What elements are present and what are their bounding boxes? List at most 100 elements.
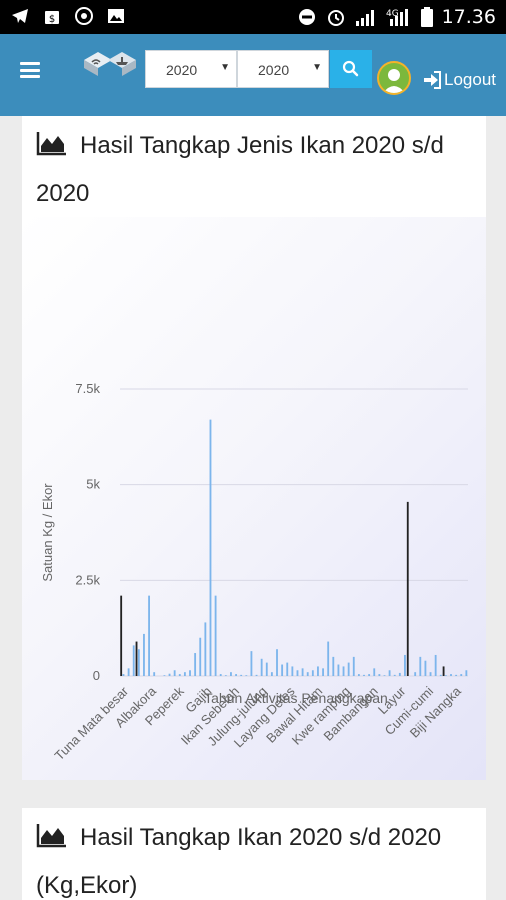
area-chart-icon [36,132,66,156]
network-4g-icon: 4G [386,9,408,26]
kg-bar [194,653,197,676]
kg-bar [281,664,284,676]
kg-bar [337,664,340,676]
kg-bar [250,651,253,676]
search-icon [342,60,359,77]
kg-bar [352,656,355,676]
kg-bar [357,674,360,676]
kg-bar [450,674,452,676]
kg-bar [286,662,289,676]
chevron-down-icon: ▼ [312,62,322,73]
kg-bar [214,595,217,676]
kg-bar [419,656,422,676]
user-icon [383,69,405,93]
alarm-icon [327,10,344,26]
kg-bar [127,668,130,676]
kg-bar [296,670,299,676]
card-title-text: Hasil Tangkap Ikan 2020 s/d 2020 (Kg,Eko… [36,824,442,899]
year-to-value: 2020 [258,62,290,78]
kg-bar [132,645,135,676]
chevron-down-icon: ▼ [220,62,230,73]
logout-label: Logout [444,70,496,89]
kg-bar [332,656,335,676]
kg-bar [393,674,396,676]
kg-bar [306,672,309,676]
logout-icon [424,71,441,89]
card-title: Hasil Tangkap Jenis Ikan 2020 s/d 2020 [36,122,476,218]
kg-bar [209,419,212,676]
kg-bar [199,637,202,676]
summary-card: Hasil Tangkap Ikan 2020 s/d 2020 (Kg,Eko… [22,808,486,900]
kg-bar [219,674,222,676]
kg-bar [404,654,406,676]
card-title-text: Hasil Tangkap Jenis Ikan 2020 s/d 2020 [36,132,444,207]
kg-bar [245,675,248,676]
ekor-bar [135,641,138,676]
signal-icon [355,10,374,26]
kg-bar [153,672,156,676]
kg-bar [260,658,263,676]
area-chart-icon [36,824,66,848]
kg-bar [398,672,401,676]
year-to-select[interactable]: 2020 ▼ [237,50,329,88]
kg-bar [465,670,468,676]
kg-bar [255,674,258,676]
kg-bar [378,674,381,676]
kg-bar [235,674,237,676]
kg-bar [322,668,324,676]
year-from-select[interactable]: 2020 ▼ [145,50,237,88]
kg-bar [347,662,350,676]
ekor-bar [120,595,123,676]
telegram-icon [12,9,28,23]
image-icon [108,9,124,23]
kg-bar [460,674,463,676]
kg-bar [414,672,417,676]
kg-bar [122,674,125,676]
app-icon [75,7,93,25]
kg-bar [317,666,319,676]
kg-bar [173,670,176,676]
x-axis-label: Tahun Aktivitas Penangkapan [204,690,388,706]
svg-text:$: $ [49,14,55,25]
network-label: 4G [386,9,399,19]
chart-card: Hasil Tangkap Jenis Ikan 2020 s/d 2020 0… [22,116,486,780]
y-axis-label: Satuan Kg / Ekor [40,483,55,582]
chart-area: 0 2.5k 5k 7.5k Satuan Kg / Ekor Tuna Mata bes… [22,217,486,780]
search-button[interactable] [330,50,372,88]
card-title: Hasil Tangkap Ikan 2020 s/d 2020 (Kg,Eko… [36,814,476,900]
shop-icon: $ [45,11,59,25]
battery-icon [420,7,433,27]
kg-bar [204,622,207,676]
kg-bar [230,672,232,676]
y-tick-label: 2.5k [75,572,100,587]
kg-bar [434,654,437,676]
ekor-bar [406,501,409,676]
kg-bar [168,673,171,676]
kg-bar [240,674,243,676]
avatar[interactable] [377,61,411,95]
app-bar: 2020 ▼ 2020 ▼ Logout [0,34,506,116]
kg-bar [163,675,166,676]
kg-bar [311,670,314,676]
ekor-bar [442,666,445,676]
kg-bar [183,672,186,676]
kg-bar [189,670,191,676]
y-tick-label: 0 [93,668,100,683]
brand-logo[interactable] [82,46,138,82]
kg-bar [137,649,140,676]
kg-bar [342,666,345,676]
kg-bar [291,666,294,676]
kg-bar [276,649,278,676]
kg-bar [383,675,386,676]
kg-bar [455,674,458,676]
kg-bar [327,641,330,676]
logout-button[interactable]: Logout [422,70,496,90]
status-time: 17.36 [441,6,496,28]
kg-bar [388,670,391,676]
y-tick-label: 7.5k [75,381,100,396]
kg-bar [363,674,365,676]
hamburger-icon[interactable] [20,62,40,78]
kg-bar [143,633,145,676]
kg-bar [224,675,227,676]
